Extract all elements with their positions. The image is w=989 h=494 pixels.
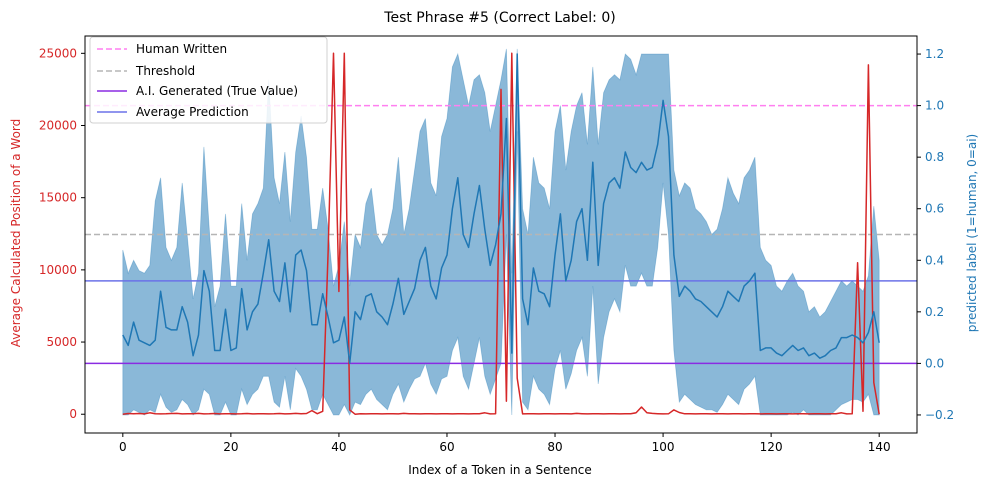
y-left-tick-label: 10000 — [39, 263, 77, 277]
y-left-tick-label: 5000 — [46, 335, 77, 349]
y-right-tick-label: 0.0 — [925, 356, 944, 370]
y-right-tick-label: 1.0 — [925, 99, 944, 113]
x-tick-label: 100 — [652, 440, 675, 454]
x-axis-label: Index of a Token in a Sentence — [408, 463, 592, 477]
legend-label-human-written: Human Written — [136, 42, 227, 56]
y-left-tick-label: 20000 — [39, 119, 77, 133]
legend: Human Written Threshold A.I. Generated (… — [89, 36, 328, 124]
legend-label-threshold: Threshold — [135, 64, 195, 78]
y-left-tick-label: 25000 — [39, 46, 77, 60]
chart-title: Test Phrase #5 (Correct Label: 0) — [383, 10, 615, 26]
legend-label-average-prediction: Average Prediction — [136, 105, 249, 119]
y-right-tick-label: 0.4 — [925, 253, 944, 267]
y-right-tick-label: −0.2 — [925, 408, 954, 422]
x-tick-label: 60 — [439, 440, 454, 454]
y-right-tick-label: 0.6 — [925, 202, 944, 216]
y-left-tick-label: 0 — [69, 407, 77, 421]
x-tick-label: 120 — [760, 440, 783, 454]
y-axis-label-left: Average Calculated Position of a Word — [9, 119, 23, 348]
y-axis-label-right: predicted label (1=human, 0=ai) — [965, 134, 979, 333]
x-tick-label: 140 — [868, 440, 891, 454]
word-position-line — [122, 52, 880, 415]
x-tick-label: 20 — [223, 440, 238, 454]
y-right-tick-label: 0.8 — [925, 150, 944, 164]
x-tick-label: 40 — [331, 440, 346, 454]
legend-label-ai-generated: A.I. Generated (True Value) — [136, 84, 298, 98]
x-tick-label: 80 — [547, 440, 562, 454]
y-right-tick-label: 0.2 — [925, 305, 944, 319]
x-tick-label: 0 — [119, 440, 127, 454]
plot-frame — [84, 35, 918, 434]
y-right-tick-label: 1.2 — [925, 47, 944, 61]
y-left-tick-label: 15000 — [39, 191, 77, 205]
prediction-line — [122, 53, 880, 365]
legend-box — [89, 36, 328, 124]
